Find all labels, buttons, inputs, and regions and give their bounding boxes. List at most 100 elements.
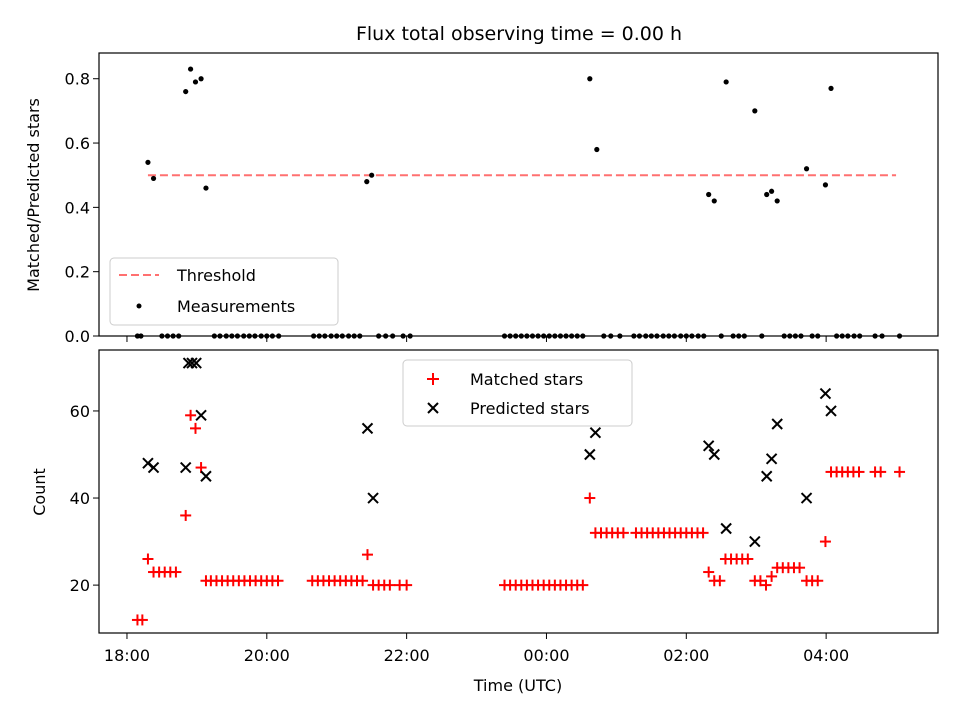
count-panel: 20 40 60 18:00 20:00 22:00 00:00 02:00 04:00 Co… — [30, 349, 939, 695]
x-tick-label: 02:00 — [663, 646, 709, 665]
predicted-star-point — [708, 448, 720, 461]
matched-star-point — [142, 553, 154, 565]
matched-star-point — [136, 614, 148, 626]
x-tick-label: 04:00 — [803, 646, 849, 665]
predicted-star-point — [179, 461, 192, 474]
count-y-tick-label: 40 — [70, 489, 90, 508]
count-y-tick-label: 20 — [70, 576, 90, 595]
predicted-star-point — [195, 409, 207, 422]
matched-star-point — [401, 579, 413, 591]
measurement-point — [711, 198, 717, 204]
measurement-point — [203, 185, 209, 191]
matched-legend-swatch — [427, 373, 439, 385]
matched-star-point — [697, 527, 709, 539]
matched-star-point — [894, 466, 906, 478]
measurement-point — [828, 85, 834, 91]
matched-star-point — [754, 575, 766, 587]
measurement-point — [198, 76, 204, 82]
legend-threshold-label: Threshold — [176, 266, 256, 285]
matched-star-point — [357, 575, 369, 587]
legend-measurements-label: Measurements — [177, 297, 295, 316]
predicted-star-point — [825, 405, 837, 417]
matched-star-point — [577, 579, 589, 591]
predicted-legend-swatch — [427, 402, 439, 414]
measurement-point — [752, 108, 758, 114]
count-y-tick-label: 60 — [70, 402, 90, 421]
matched-star-point — [272, 575, 284, 587]
matched-star-point — [853, 466, 865, 478]
predicted-star-point — [186, 357, 198, 369]
x-tick-label: 22:00 — [384, 646, 430, 665]
x-tick-label: 18:00 — [104, 646, 150, 665]
ratio-panel: 0.00.20.40.60.8 Matched/Predicted stars … — [24, 52, 939, 346]
ratio-y-tick-label: 0.6 — [65, 134, 90, 153]
measurement-point — [768, 188, 775, 194]
predicted-star-point — [200, 470, 212, 482]
legend-predicted-label: Predicted stars — [470, 399, 590, 418]
matched-star-point — [170, 566, 182, 578]
count-y-axis-label: Count — [30, 468, 49, 516]
measurement-point — [369, 172, 375, 178]
matched-star-point — [185, 409, 197, 421]
ratio-y-tick-label: 0.2 — [65, 263, 90, 282]
ratio-legend-box — [109, 257, 339, 326]
predicted-star-point — [147, 461, 160, 474]
legend-matched-label: Matched stars — [470, 370, 583, 389]
measurements-legend-swatch — [136, 303, 142, 309]
matched-star-point — [819, 536, 831, 548]
predicted-star-point — [765, 453, 778, 465]
predicted-star-point — [702, 440, 715, 452]
ratio-y-tick-label: 0.0 — [65, 327, 90, 346]
measurement-point — [364, 179, 370, 185]
measurement-point — [192, 79, 199, 85]
predicted-star-point — [367, 492, 379, 504]
predicted-star-point — [800, 492, 813, 504]
measurement-point — [187, 66, 194, 72]
matched-star-point — [760, 579, 772, 591]
predicted-star-point — [819, 387, 832, 400]
predicted-star-point — [584, 448, 596, 461]
ratio-y-tick-label: 0.4 — [65, 198, 90, 217]
measurement-point — [145, 159, 151, 165]
measurement-point — [822, 182, 829, 188]
predicted-star-point — [190, 357, 202, 369]
matched-star-point — [361, 549, 373, 561]
predicted-star-point — [749, 535, 761, 548]
measurement-point — [774, 198, 780, 204]
measurement-point — [150, 175, 157, 182]
x-tick-label: 20:00 — [244, 646, 290, 665]
predicted-star-point — [589, 427, 602, 439]
matched-star-point — [714, 575, 726, 587]
measurement-point — [594, 146, 600, 153]
x-axis-label: Time (UTC) — [473, 676, 562, 695]
count-legend-box — [402, 359, 633, 427]
measurement-point — [587, 76, 593, 82]
measurement-point — [723, 79, 729, 85]
predicted-star-point — [361, 422, 374, 435]
x-tick-label: 00:00 — [523, 646, 569, 665]
ratio-panel-frame — [98, 52, 939, 337]
matched-star-point — [189, 422, 201, 434]
matched-star-point — [766, 570, 778, 582]
ratio-legend: Threshold Measurements — [109, 257, 339, 326]
count-panel-frame — [98, 349, 939, 634]
measurement-point — [183, 88, 189, 95]
matched-star-point — [584, 492, 596, 504]
chart-title: Flux total observing time = 0.00 h — [356, 23, 682, 45]
predicted-star-point — [771, 418, 783, 430]
matched-star-point — [617, 527, 629, 539]
ratio-y-tick-label: 0.8 — [65, 70, 90, 89]
matched-star-point — [875, 466, 887, 478]
matched-star-point — [812, 575, 824, 587]
count-legend: Matched stars Predicted stars — [402, 359, 633, 427]
matched-star-point — [384, 579, 396, 591]
predicted-star-point — [760, 470, 773, 482]
measurement-point — [764, 191, 770, 198]
ratio-y-axis-label: Matched/Predicted stars — [24, 98, 43, 292]
predicted-star-point — [720, 522, 732, 535]
measurement-point — [803, 166, 810, 172]
matched-star-point — [180, 509, 192, 521]
matched-star-point — [703, 566, 715, 578]
matched-star-point — [794, 562, 806, 574]
